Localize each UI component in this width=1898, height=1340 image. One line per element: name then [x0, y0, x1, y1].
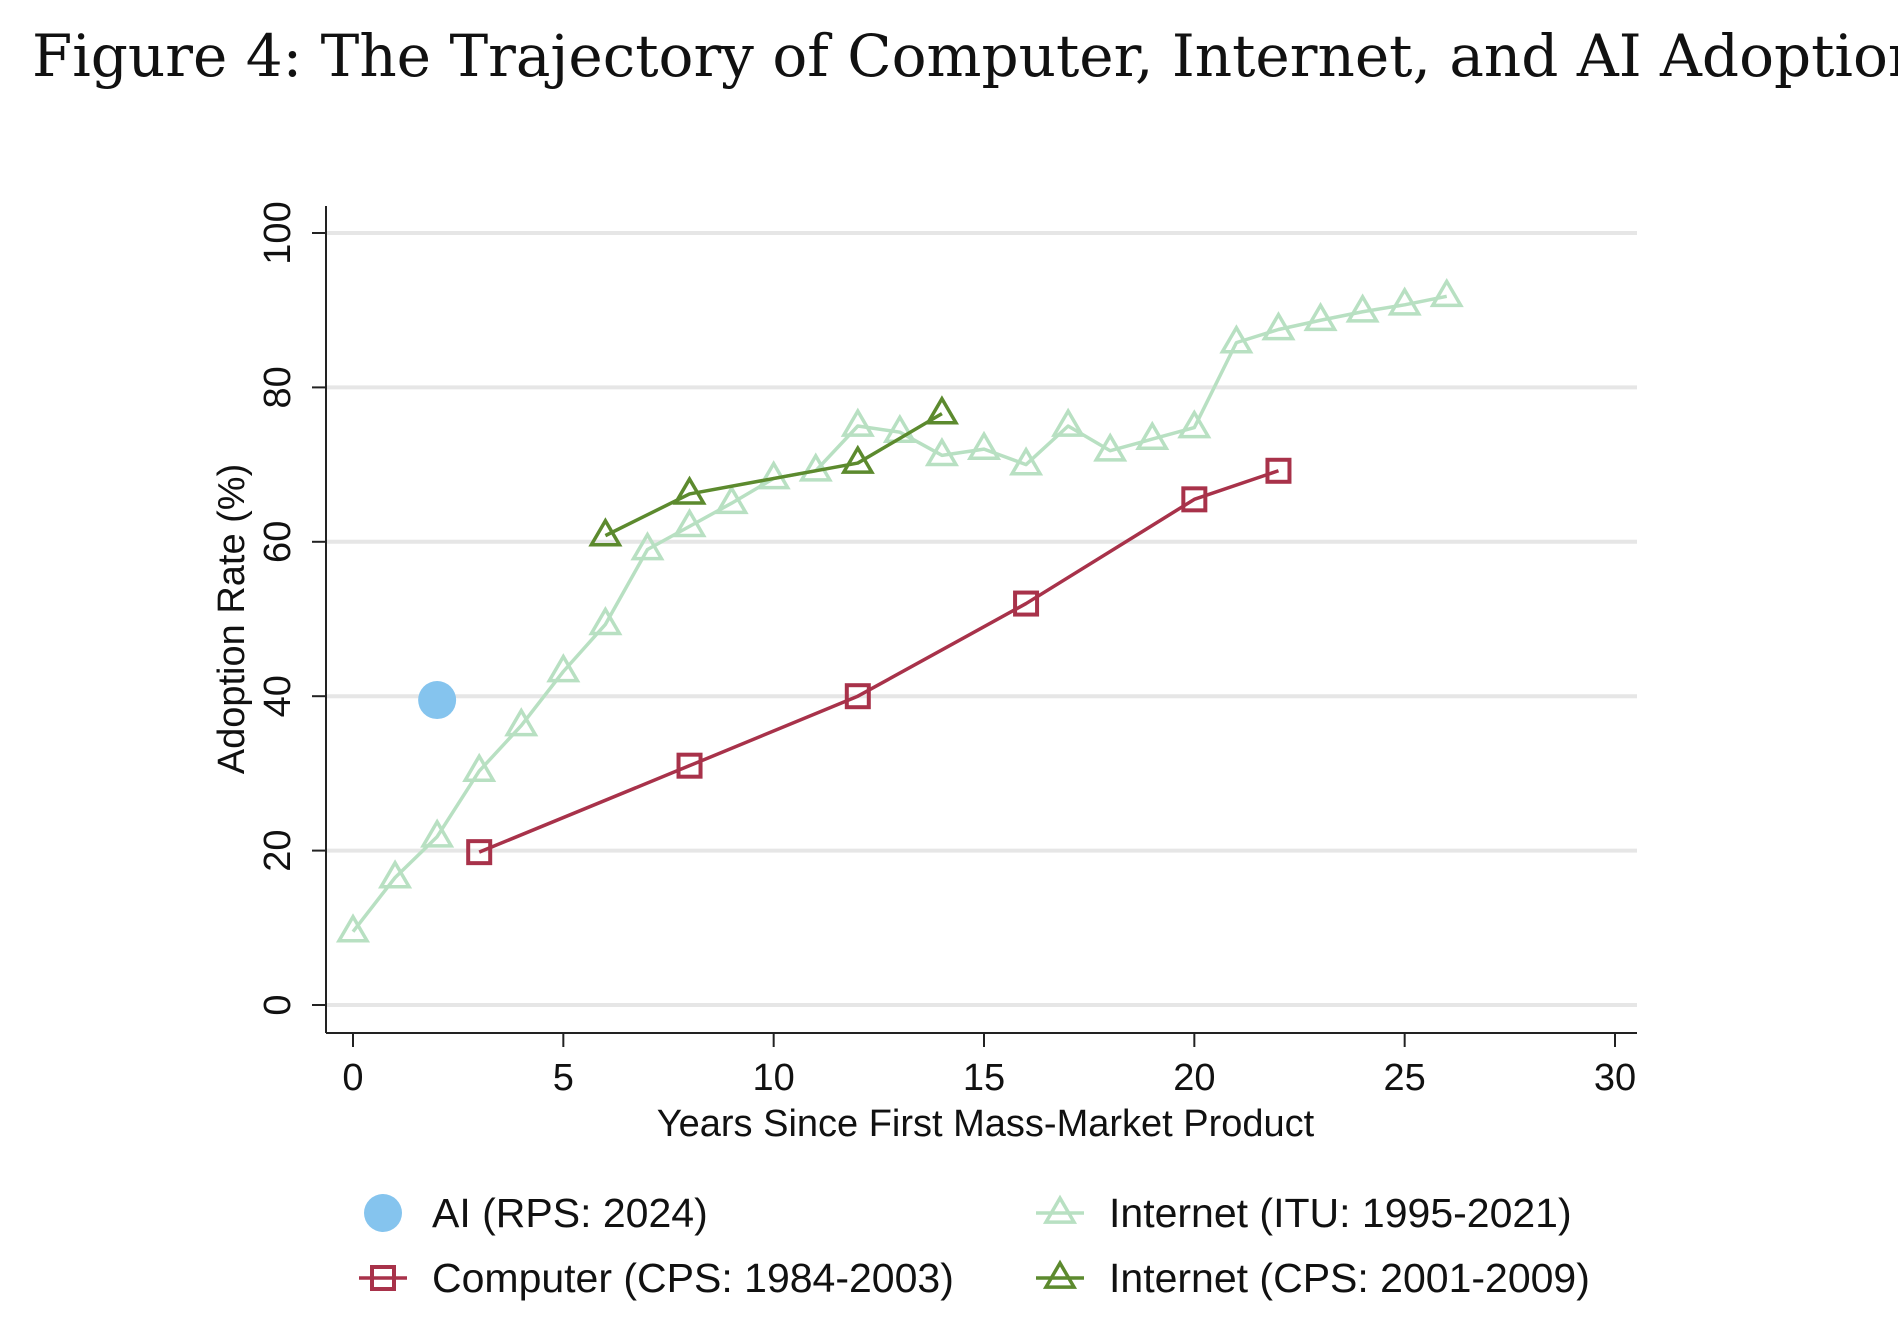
- data-point-computer-cps-1984-2003-4: [1181, 486, 1208, 513]
- data-point-internet-itu-1995-2021-23: [1303, 301, 1338, 332]
- data-point-internet-itu-1995-2021-2: [420, 818, 455, 848]
- x-tick-label-15: 15: [963, 1057, 1005, 1099]
- y-tick-label-20: 20: [257, 829, 299, 871]
- data-point-internet-itu-1995-2021-24: [1345, 293, 1380, 323]
- x-axis-label: Years Since First Mass-Market Product: [657, 1103, 1315, 1145]
- series-internet-cps-2001-2009: [588, 395, 959, 547]
- axes: 0 20 40 60 80 100 0 5 10 15 20 25 30 Years Since Firs…: [211, 201, 1637, 1145]
- series-layer: [335, 277, 1464, 943]
- data-point-computer-cps-1984-2003-5: [1265, 457, 1292, 484]
- legend-marker: [370, 1265, 396, 1291]
- y-tick-label-0: 0: [257, 994, 299, 1015]
- data-point-computer-cps-1984-2003-2: [844, 683, 871, 710]
- data-point-computer-cps-1984-2003-3: [1013, 590, 1040, 617]
- series-ai-rps-2024: [418, 681, 457, 720]
- legend-label: AI (RPS: 2024): [432, 1190, 708, 1236]
- y-tick-label-60: 60: [257, 521, 299, 563]
- data-point-internet-itu-1995-2021-6: [588, 606, 623, 636]
- legend-label: Internet (ITU: 1995-2021): [1109, 1190, 1572, 1236]
- x-tick-label-10: 10: [753, 1057, 795, 1099]
- data-point-internet-itu-1995-2021-5: [546, 653, 581, 683]
- data-point-internet-itu-1995-2021-3: [462, 752, 497, 782]
- data-point-internet-itu-1995-2021-13: [882, 413, 917, 444]
- x-tick-label-5: 5: [553, 1057, 574, 1099]
- x-tick-label-20: 20: [1173, 1057, 1215, 1099]
- data-point-internet-itu-1995-2021-22: [1261, 311, 1296, 341]
- data-point-internet-itu-1995-2021-9: [714, 484, 749, 515]
- data-point-internet-itu-1995-2021-16: [1009, 446, 1044, 476]
- legend-item-ai-rps-2024: AI (RPS: 2024): [364, 1190, 708, 1236]
- legend-marker: [364, 1194, 402, 1232]
- gridlines: [326, 231, 1637, 1007]
- figure-title: Figure 4: The Trajectory of Computer, In…: [32, 22, 1898, 90]
- data-point-internet-itu-1995-2021-1: [378, 859, 413, 889]
- data-point-internet-itu-1995-2021-19: [1135, 420, 1170, 450]
- y-tick-label-80: 80: [257, 366, 299, 408]
- x-tick-label-0: 0: [342, 1057, 363, 1099]
- legend-item-internet-cps-2001-2009: Internet (CPS: 2001-2009): [1036, 1255, 1590, 1301]
- series-computer-cps-1984-2003: [466, 457, 1292, 866]
- data-point-internet-itu-1995-2021-8: [672, 508, 707, 538]
- data-point-ai-rps-2024-0: [418, 681, 457, 720]
- data-point-internet-itu-1995-2021-17: [1051, 407, 1086, 437]
- legend-item-internet-itu-1995-2021: Internet (ITU: 1995-2021): [1036, 1190, 1572, 1236]
- data-point-internet-itu-1995-2021-0: [335, 913, 371, 943]
- series-internet-itu-1995-2021: [335, 277, 1464, 943]
- y-tick-label-40: 40: [257, 675, 299, 717]
- series-line-computer-cps-1984-2003: [478, 469, 1280, 854]
- x-tick-label-25: 25: [1384, 1057, 1426, 1099]
- legend-marker: [1042, 1194, 1078, 1224]
- data-point-internet-itu-1995-2021-21: [1219, 324, 1254, 354]
- y-tick-label-100: 100: [257, 201, 299, 264]
- data-point-computer-cps-1984-2003-1: [676, 752, 703, 779]
- series-line-internet-cps-2001-2009: [604, 412, 943, 538]
- legend-item-computer-cps-1984-2003: Computer (CPS: 1984-2003): [359, 1255, 954, 1301]
- series-line-internet-itu-1995-2021: [351, 294, 1448, 933]
- data-point-internet-cps-2001-2009-2: [840, 444, 875, 474]
- data-point-internet-itu-1995-2021-20: [1177, 409, 1212, 439]
- data-point-internet-itu-1995-2021-4: [504, 707, 539, 737]
- data-point-internet-itu-1995-2021-12: [840, 407, 875, 437]
- legend-label: Computer (CPS: 1984-2003): [432, 1255, 954, 1301]
- data-point-internet-itu-1995-2021-7: [630, 531, 665, 561]
- legend-marker: [1042, 1259, 1078, 1289]
- data-point-internet-itu-1995-2021-25: [1387, 286, 1422, 316]
- legend-label: Internet (CPS: 2001-2009): [1109, 1255, 1590, 1301]
- y-axis-label: Adoption Rate (%): [211, 464, 253, 775]
- x-tick-label-30: 30: [1594, 1057, 1636, 1099]
- data-point-internet-itu-1995-2021-15: [966, 430, 1002, 461]
- data-point-internet-cps-2001-2009-1: [672, 475, 707, 505]
- data-point-internet-cps-2001-2009-0: [588, 517, 623, 547]
- data-point-internet-itu-1995-2021-26: [1429, 277, 1464, 308]
- legend: AI (RPS: 2024) Internet (ITU: 1995-2021) C…: [359, 1190, 1590, 1301]
- data-point-computer-cps-1984-2003-0: [466, 839, 493, 866]
- data-point-internet-itu-1995-2021-18: [1093, 432, 1128, 462]
- data-point-internet-cps-2001-2009-3: [924, 395, 959, 425]
- data-point-internet-itu-1995-2021-14: [924, 436, 959, 467]
